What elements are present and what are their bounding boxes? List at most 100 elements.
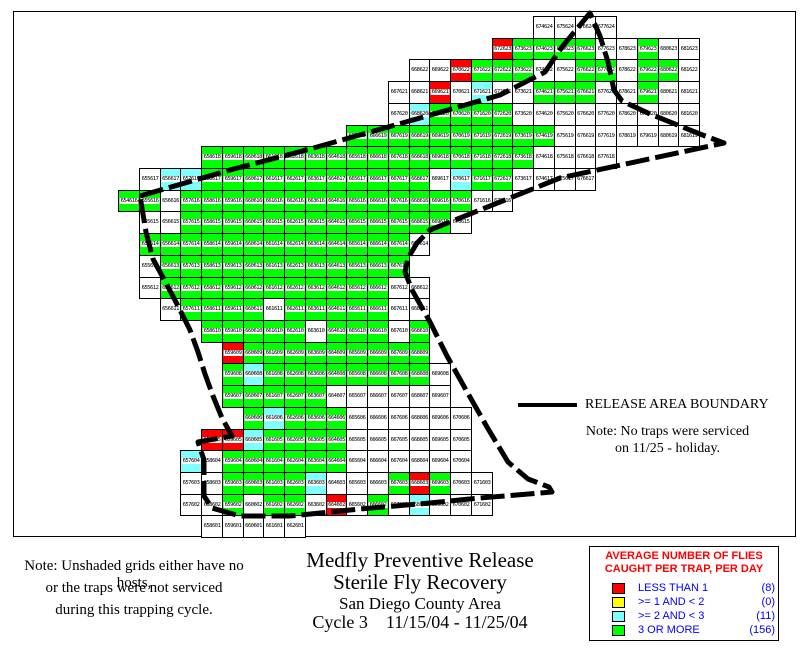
grid-cell: 659612 xyxy=(222,277,244,299)
grid-cell-label: 668609 xyxy=(410,350,429,356)
grid-cell-label: 665605 xyxy=(347,437,367,443)
grid-cell-label: 660601 xyxy=(244,523,263,529)
grid-cell: 660603 xyxy=(243,472,264,495)
grid-cell: 664605 xyxy=(326,429,347,451)
grid-cell-label: 676620 xyxy=(576,111,595,117)
grid-cell-label: 663604 xyxy=(306,458,326,464)
grid-cell: 657617 xyxy=(180,168,202,191)
grid-cell: 667605 xyxy=(388,429,410,451)
grid-cell-label: 661608 xyxy=(264,371,284,377)
grid-cell: 681619 xyxy=(678,125,700,147)
grid-cell: 667618 xyxy=(388,146,410,169)
fly-legend-title-line2: CAUGHT PER TRAP, PER DAY xyxy=(604,563,764,575)
grid-cell-label: 657616 xyxy=(181,198,201,204)
grid-cell: 677624 xyxy=(595,16,617,39)
grid-cell: 672618 xyxy=(492,146,513,169)
grid-cell-label: 662616 xyxy=(285,198,305,204)
grid-cell: 662605 xyxy=(284,429,306,451)
grid-cell-label: 670622 xyxy=(451,67,471,73)
grid-cell-label: 666614 xyxy=(368,241,388,247)
grid-cell-label: 660610 xyxy=(244,328,263,334)
grid-cell: 657613 xyxy=(180,255,202,278)
grid-cell-label: 660615 xyxy=(244,219,263,225)
grid-cell-label: 669615 xyxy=(430,219,450,225)
grid-cell-label: 667603 xyxy=(389,480,409,486)
grid-cell-label: 657603 xyxy=(181,480,201,486)
grid-cell: 662617 xyxy=(284,168,306,191)
grid-cell-label: 658601 xyxy=(202,523,222,529)
grid-cell: 664610 xyxy=(326,320,347,343)
grid-cell: 670602 xyxy=(450,494,472,516)
grid-cell: 663609 xyxy=(305,342,327,364)
grid-cell: 664615 xyxy=(326,211,347,234)
grid-cell-label: 664607 xyxy=(327,393,346,399)
grid-cell-label: 660612 xyxy=(244,285,263,291)
grid-cell: 675617 xyxy=(554,168,576,191)
grid-cell: 678623 xyxy=(616,38,638,60)
grid-cell: 657615 xyxy=(180,211,202,234)
grid-cell-label: 656616 xyxy=(161,198,180,204)
grid-cell: 663605 xyxy=(305,429,327,451)
grid-cell: 663614 xyxy=(305,233,327,256)
grid-cell: 666607 xyxy=(367,385,389,408)
grid-cell: 662610 xyxy=(284,320,306,343)
grid-cell-label: 676622 xyxy=(576,67,595,73)
grid-cell: 656611 xyxy=(160,298,181,321)
grid-cell: 663618 xyxy=(305,146,327,169)
grid-cell: 656616 xyxy=(160,190,181,212)
grid-cell: 661613 xyxy=(263,255,285,278)
grid-cell-label: 665607 xyxy=(347,393,367,399)
grid-cell: 670619 xyxy=(450,125,472,147)
grid-cell: 669608 xyxy=(429,363,451,386)
grid-cell: 662614 xyxy=(284,233,306,256)
grid-cell: 679623 xyxy=(637,38,659,60)
grid-cell: 661605 xyxy=(263,429,285,451)
grid-cell: 669615 xyxy=(429,211,451,234)
fly-legend-title: AVERAGE NUMBER OF FLIES CAUGHT PER TRAP,… xyxy=(590,550,778,576)
unshaded-note-line2: or the traps were not serviced xyxy=(45,580,223,596)
grid-cell-label: 662601 xyxy=(285,523,305,529)
grid-cell-label: 663617 xyxy=(306,176,326,182)
grid-cell-label: 669602 xyxy=(430,502,450,508)
grid-cell: 659618 xyxy=(222,146,244,169)
grid-cell: 668607 xyxy=(409,385,430,408)
grid-cell: 666604 xyxy=(367,450,389,473)
grid-cell: 670606 xyxy=(450,407,472,430)
grid-cell: 658605 xyxy=(201,429,223,451)
grid-cell-label: 667615 xyxy=(389,219,409,225)
grid-cell: 667604 xyxy=(388,450,410,473)
grid-cell: 678619 xyxy=(616,125,638,147)
grid-cell: 667615 xyxy=(388,211,410,234)
grid-cell: 659615 xyxy=(222,211,244,234)
grid-cell: 671603 xyxy=(471,472,493,495)
grid-cell: 669617 xyxy=(429,168,451,191)
grid-cell: 675624 xyxy=(554,16,576,39)
grid-cell-label: 657612 xyxy=(181,285,201,291)
grid-cell-label: 674618 xyxy=(534,154,554,160)
grid-cell: 660609 xyxy=(243,342,264,364)
grid-cell: 661614 xyxy=(263,233,285,256)
grid-cell-label: 663603 xyxy=(306,480,326,486)
grid-cell: 674617 xyxy=(533,168,555,191)
grid-cell: 662606 xyxy=(284,407,306,430)
grid-cell: 665607 xyxy=(346,385,368,408)
legend-item-count: (156) xyxy=(749,624,775,636)
grid-cell: 659603 xyxy=(222,472,244,495)
grid-cell: 673617 xyxy=(512,168,534,191)
grid-cell: 661607 xyxy=(263,385,285,408)
grid-cell: 679621 xyxy=(637,81,659,104)
grid-cell-label: 668604 xyxy=(410,458,429,464)
grid-cell-label: 656617 xyxy=(161,176,180,182)
grid-cell-label: 677619 xyxy=(596,133,616,139)
grid-cell-label: 658604 xyxy=(202,458,222,464)
grid-cell: 666602 xyxy=(367,494,389,516)
grid-cell-label: 664616 xyxy=(327,198,346,204)
grid-cell: 667613 xyxy=(388,255,410,278)
grid-cell: 666613 xyxy=(367,255,389,278)
grid-cell: 664604 xyxy=(326,450,347,473)
grid-cell: 670618 xyxy=(450,146,472,169)
grid-cell: 658604 xyxy=(201,450,223,473)
grid-cell: 667621 xyxy=(388,81,410,104)
grid-cell-label: 674617 xyxy=(534,176,554,182)
grid-cell-label: 674620 xyxy=(534,111,554,117)
